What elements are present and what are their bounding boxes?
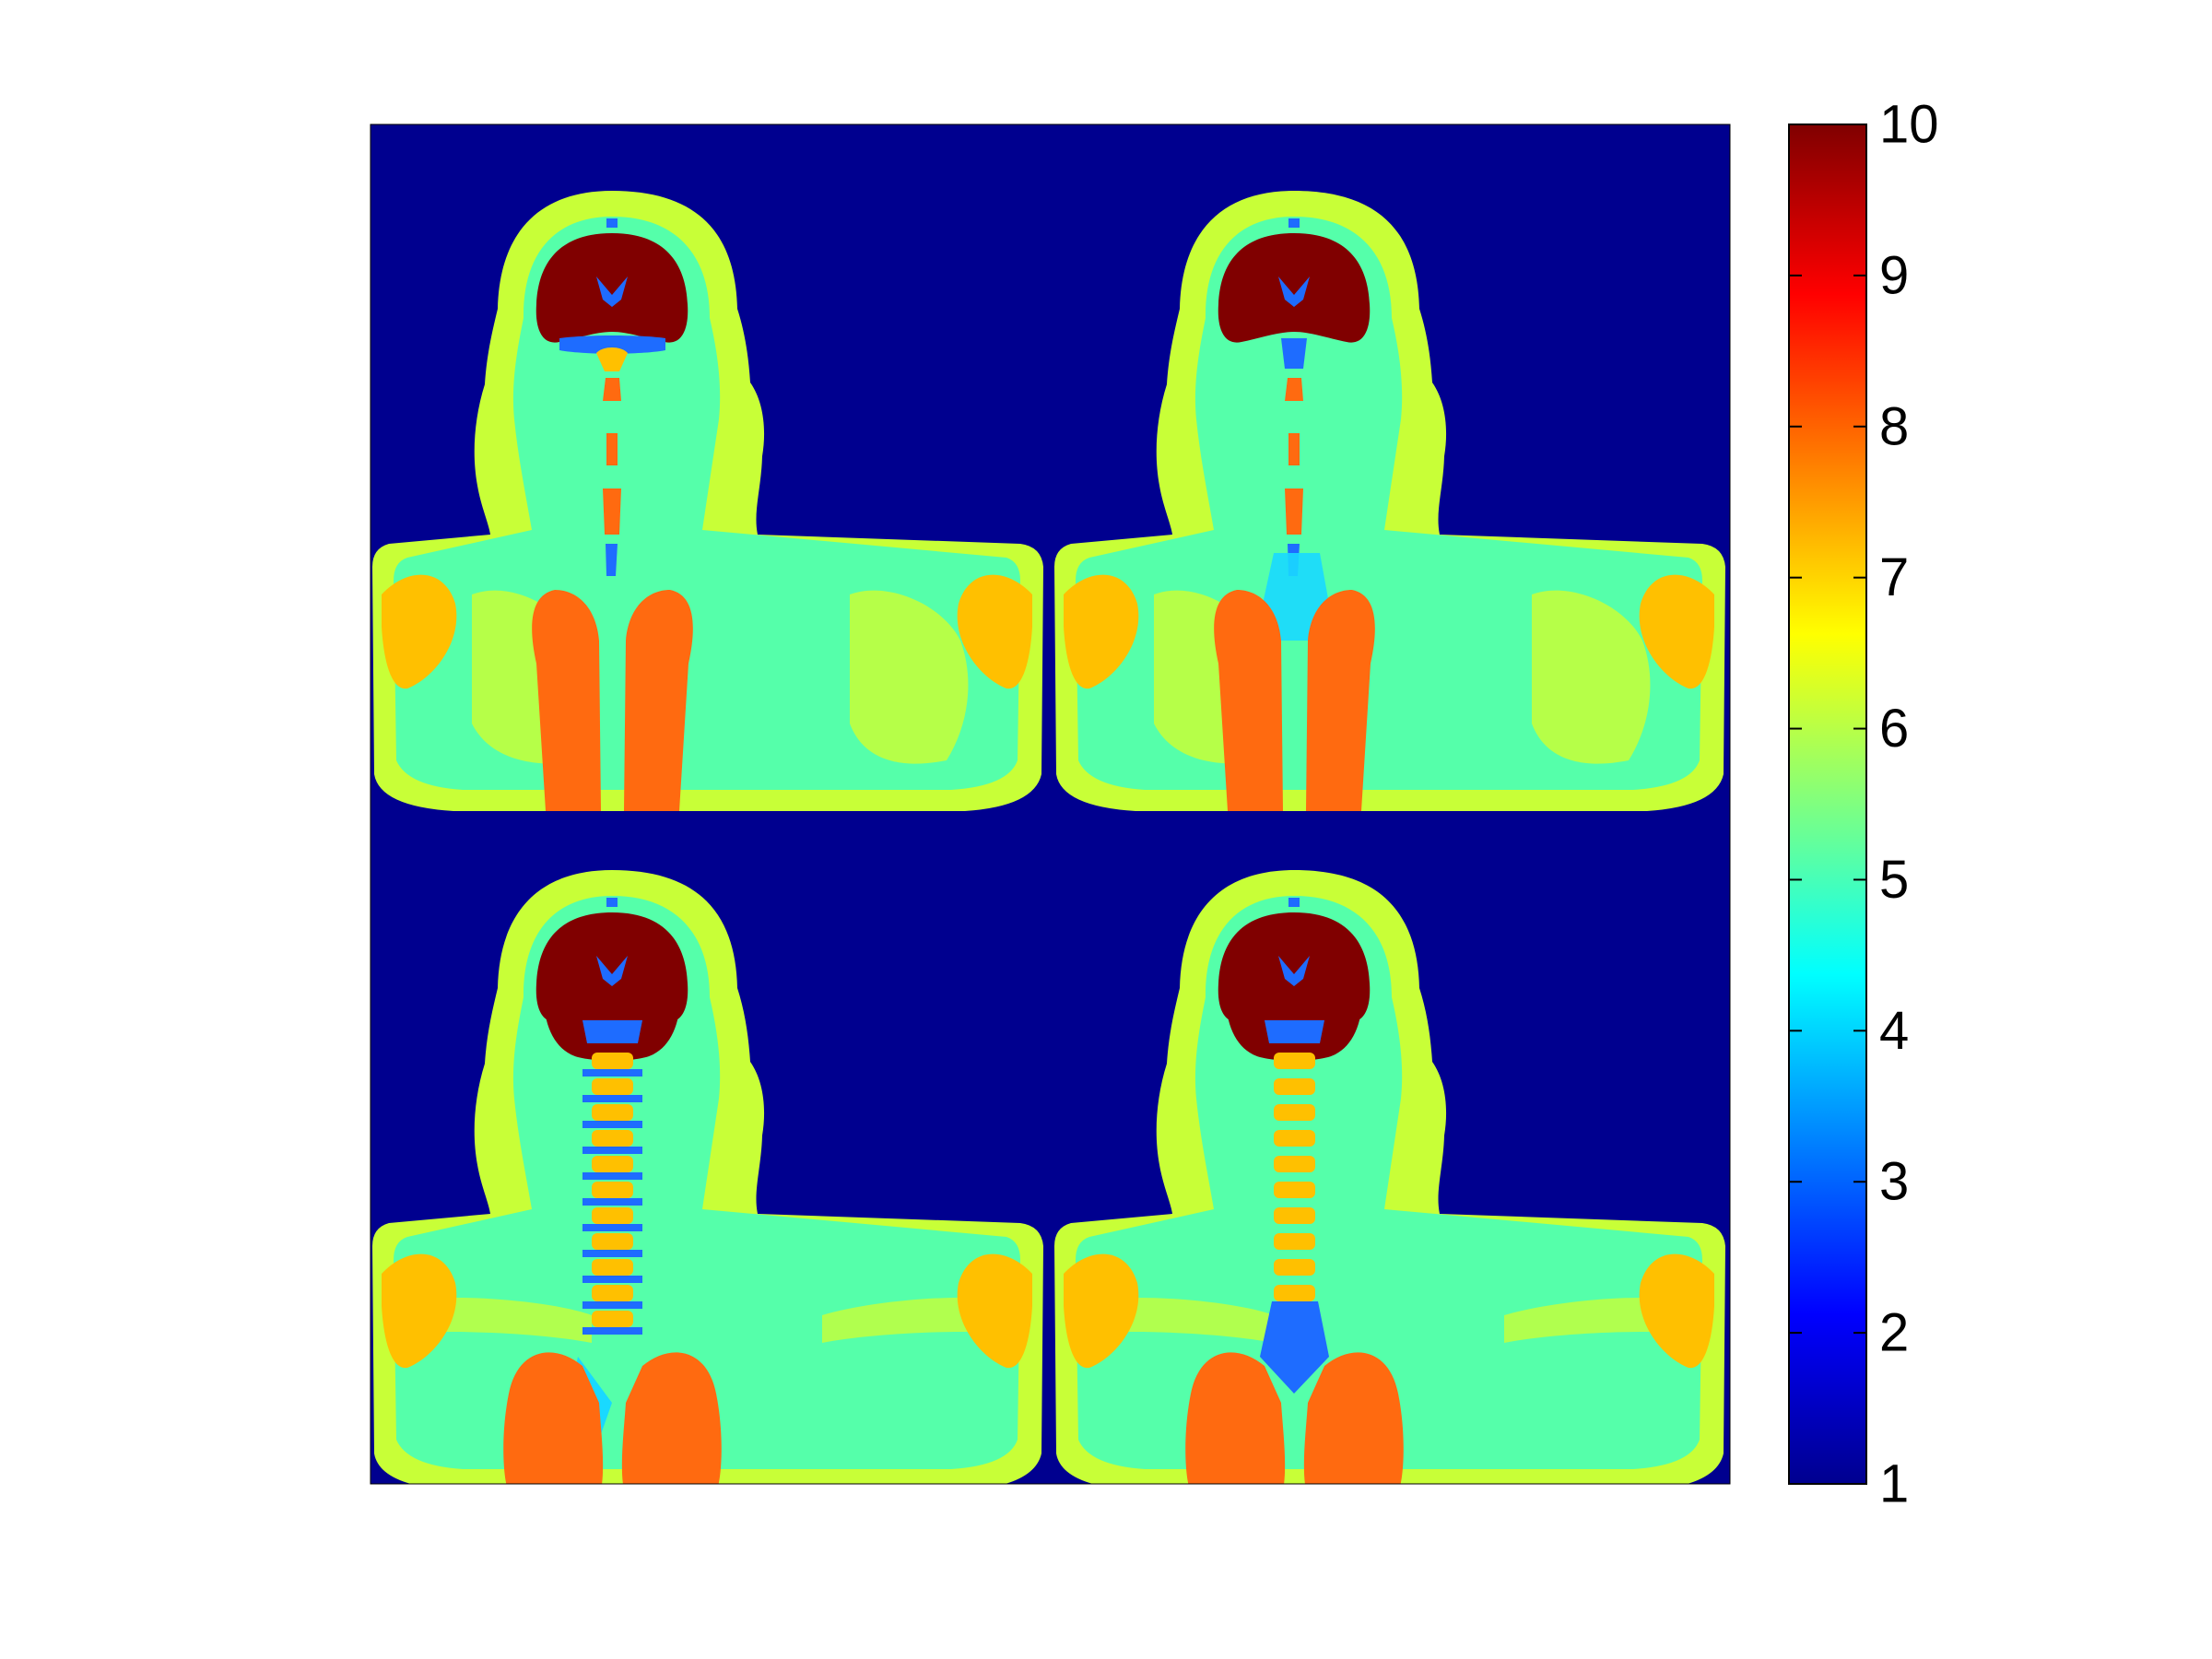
- airway-branch: [1260, 1301, 1329, 1394]
- scapula-left: [1064, 574, 1139, 689]
- disc: [582, 1095, 642, 1102]
- vertebra: [1274, 1233, 1315, 1250]
- disc: [582, 1121, 642, 1128]
- vertebra: [592, 1311, 633, 1327]
- disc: [582, 1172, 642, 1180]
- vertebra: [1274, 1182, 1315, 1198]
- vertebra: [1274, 1207, 1315, 1224]
- vertebra: [592, 1207, 633, 1224]
- vertebra: [592, 1053, 633, 1069]
- vertebra: [1274, 1156, 1315, 1172]
- vertebra: [1274, 1104, 1315, 1121]
- panel-top-left: [372, 191, 1043, 811]
- disc: [582, 1198, 642, 1206]
- lung-left: [532, 590, 601, 811]
- colorbar-ticks: 10 9 8 7 6 5 4 3 2 1: [1789, 95, 1939, 1514]
- vertebra: [1274, 1078, 1315, 1095]
- vertebra: [1274, 1130, 1315, 1147]
- airway-blue: [606, 544, 618, 576]
- lung-right: [621, 1352, 722, 1484]
- lung-left: [1185, 1352, 1286, 1484]
- disc: [582, 1327, 642, 1335]
- shoulder-fat-right: [1532, 590, 1651, 764]
- vertebra: [1274, 1053, 1315, 1069]
- panels: [372, 191, 1725, 1484]
- vertebra: [592, 1104, 633, 1121]
- foramen: [582, 1020, 642, 1043]
- vertebra: [592, 1285, 633, 1301]
- foramen: [1265, 1020, 1324, 1043]
- scapula-left: [382, 1253, 457, 1369]
- sinus-band: [1281, 338, 1307, 369]
- csf-top: [1288, 218, 1300, 228]
- scapula-right: [1639, 1253, 1714, 1369]
- nasal-bone: [596, 347, 628, 371]
- lung-right: [1303, 1352, 1404, 1484]
- colorbar-tick-label: 8: [1879, 396, 1909, 456]
- disc: [582, 1301, 642, 1309]
- vertebra: [592, 1233, 633, 1250]
- scapula-left: [1064, 1253, 1139, 1369]
- vertebra: [592, 1182, 633, 1198]
- panel-bottom-left: [372, 870, 1043, 1484]
- csf-top: [606, 218, 618, 228]
- panel-top-right: [1054, 191, 1725, 811]
- lung-left: [503, 1352, 604, 1484]
- lung-left: [1214, 590, 1283, 811]
- airway-mid: [1288, 433, 1300, 465]
- scapula-right: [957, 574, 1032, 689]
- ventricle: [596, 276, 628, 307]
- csf-top: [606, 898, 618, 907]
- image-axes-frame: [370, 124, 1731, 1485]
- disc: [582, 1276, 642, 1283]
- colorbar-tick-label: 3: [1879, 1152, 1909, 1212]
- colorbar-tick-label: 7: [1879, 547, 1909, 607]
- colorbar-tick-label: 6: [1879, 699, 1909, 759]
- disc: [582, 1147, 642, 1154]
- sinus-band: [559, 335, 665, 354]
- colorbar-tick-label: 10: [1879, 95, 1939, 155]
- vertebra: [1274, 1259, 1315, 1276]
- colorbar-tick-label: 1: [1879, 1454, 1909, 1514]
- vertebra: [592, 1259, 633, 1276]
- colorbar-tick-label: 9: [1879, 245, 1909, 305]
- lung-right: [1306, 590, 1375, 811]
- disc: [582, 1250, 642, 1257]
- colorbar-tick-label: 2: [1879, 1303, 1909, 1363]
- panel-bottom-right: [1054, 870, 1725, 1484]
- colorbar-gradient: [1788, 124, 1867, 1485]
- vertebra: [592, 1130, 633, 1147]
- airway-mid: [606, 433, 618, 465]
- scapula-right: [957, 1253, 1032, 1369]
- ventricle: [1278, 956, 1310, 986]
- brain: [1218, 233, 1371, 343]
- airway-upper: [603, 378, 621, 401]
- lung-right: [624, 590, 693, 811]
- shoulder-fat-right: [850, 590, 969, 764]
- ventricle: [596, 956, 628, 986]
- airway-lower: [1285, 488, 1303, 535]
- scapula-left: [382, 574, 457, 689]
- airway-lower: [603, 488, 621, 535]
- image-axes: [371, 124, 1730, 1484]
- colorbar-tick-label: 5: [1879, 850, 1909, 910]
- vertebra: [1274, 1285, 1315, 1301]
- ventricle: [1278, 276, 1310, 307]
- csf-top: [1288, 898, 1300, 907]
- vertebra: [592, 1078, 633, 1095]
- brain: [535, 233, 688, 343]
- vertebra: [592, 1156, 633, 1172]
- colorbar-tick-label: 4: [1879, 1001, 1909, 1061]
- colorbar: 10 9 8 7 6 5 4 3 2 1: [1788, 95, 1939, 1514]
- airway-upper: [1285, 378, 1303, 401]
- disc: [582, 1224, 642, 1231]
- trachea-region: [1263, 553, 1329, 641]
- scapula-right: [1639, 574, 1714, 689]
- disc: [582, 1069, 642, 1077]
